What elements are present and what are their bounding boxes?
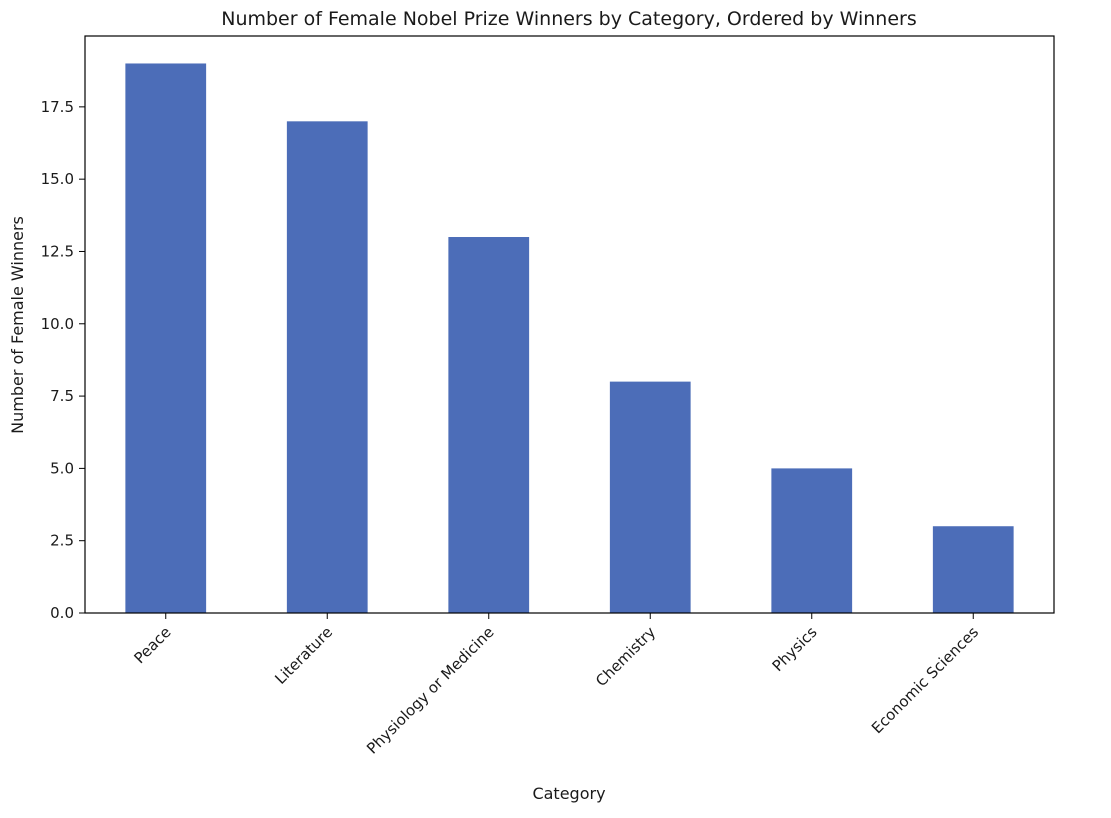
y-tick-label: 7.5 bbox=[50, 387, 74, 405]
x-tick-label: Physics bbox=[769, 623, 821, 675]
y-tick-label: 17.5 bbox=[41, 98, 74, 116]
bar-physiology-or-medicine bbox=[448, 237, 530, 614]
plot-frame bbox=[84, 35, 1055, 614]
x-axis-ticks: Peace Literature Physiology or Medicine Che… bbox=[130, 613, 982, 758]
x-tick-label: Chemistry bbox=[592, 623, 659, 690]
y-tick-label: 10.0 bbox=[41, 315, 74, 333]
bar-physics bbox=[771, 468, 853, 613]
y-axis-label: Number of Female Winners bbox=[8, 216, 27, 434]
y-tick-label: 2.5 bbox=[50, 532, 74, 550]
bar-literature bbox=[286, 121, 368, 613]
x-tick-label: Peace bbox=[130, 623, 174, 667]
x-tick-label: Physiology or Medicine bbox=[363, 623, 498, 758]
bar-chemistry bbox=[609, 381, 691, 613]
x-tick-label: Economic Sciences bbox=[868, 623, 982, 737]
y-tick-label: 15.0 bbox=[41, 170, 74, 188]
y-axis-ticks: 0.0 2.5 5.0 7.5 10.0 12.5 15.0 17.5 bbox=[41, 98, 85, 622]
chart-title: Number of Female Nobel Prize Winners by … bbox=[221, 8, 917, 30]
y-tick-label: 5.0 bbox=[50, 459, 74, 477]
bar-economic-sciences bbox=[932, 526, 1014, 613]
y-tick-label: 12.5 bbox=[41, 242, 74, 260]
y-tick-label: 0.0 bbox=[50, 604, 74, 622]
x-tick-label: Literature bbox=[271, 623, 336, 688]
bars-layer bbox=[125, 63, 1014, 614]
x-axis-label: Category bbox=[532, 784, 605, 803]
bar-peace bbox=[125, 63, 207, 613]
